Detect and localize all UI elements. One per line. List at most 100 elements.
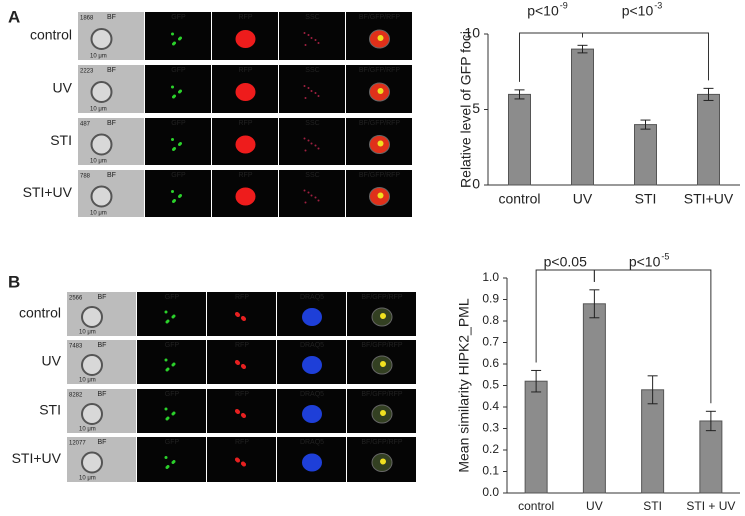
x-tick-label: UV <box>586 499 603 513</box>
scale-label: 10 μm <box>90 159 107 165</box>
ssc-spot <box>307 139 310 142</box>
y-axis-label: Relative level of GFP foci <box>458 31 474 188</box>
cell-outline <box>81 354 103 376</box>
green-spot <box>172 362 176 366</box>
scale-label: 10 μm <box>90 211 107 217</box>
image-cell <box>279 12 345 60</box>
merge-spot <box>380 313 386 319</box>
row-label: UV <box>42 353 62 369</box>
green-spot <box>166 416 170 420</box>
image-cell <box>279 170 345 217</box>
column-header: RFP <box>239 67 253 74</box>
y-tick-label: 10 <box>464 25 480 41</box>
y-tick-label: 1.0 <box>482 270 499 284</box>
red-spot <box>236 313 240 317</box>
bar <box>699 420 723 494</box>
column-header: SSC <box>305 172 319 179</box>
ssc-spot <box>303 189 306 192</box>
y-tick-label: 0.7 <box>482 335 499 349</box>
x-tick-label: STI <box>643 499 662 513</box>
row-label: STI+UV <box>23 184 73 200</box>
red-spot <box>242 365 246 369</box>
column-header: RFP <box>235 439 249 446</box>
column-header: DRAQ5 <box>300 391 324 398</box>
column-header: DRAQ5 <box>300 439 324 446</box>
scale-label: 10 μm <box>79 330 96 336</box>
x-tick-label: STI+UV <box>684 191 734 207</box>
cell-outline <box>90 185 113 208</box>
blue-nucleus <box>302 453 322 472</box>
ssc-spot <box>307 87 310 89</box>
merge-spot <box>377 35 384 41</box>
column-header: GFP <box>165 342 180 349</box>
image-cell <box>279 65 345 113</box>
column-header: BF <box>98 391 107 398</box>
ssc-spot <box>310 90 313 92</box>
bar <box>582 303 606 494</box>
cell-outline <box>81 403 103 425</box>
cell-count: 7483 <box>69 344 83 350</box>
column-header: SSC <box>305 120 319 127</box>
bar <box>634 124 657 186</box>
column-header: RFP <box>239 172 253 179</box>
y-axis-label: Mean similarity HIPK2_PML <box>456 298 472 472</box>
column-header: DRAQ5 <box>300 294 324 301</box>
ssc-spot <box>304 44 307 46</box>
column-header: RFP <box>235 342 249 349</box>
column-header: BF/GFP/RFP <box>361 294 403 301</box>
ssc-spot <box>307 191 310 194</box>
green-spot <box>172 314 176 318</box>
green-spot <box>166 367 170 371</box>
merge-spot <box>377 88 384 94</box>
column-header: BF <box>107 120 116 127</box>
ssc-spot <box>317 42 320 44</box>
green-spot <box>171 190 174 193</box>
ssc-spot <box>307 34 310 36</box>
y-tick-label: 5 <box>472 100 480 116</box>
annotation-exponent: -3 <box>654 0 662 10</box>
column-header: DRAQ5 <box>300 342 324 349</box>
green-spot <box>179 194 182 197</box>
column-header: GFP <box>171 14 186 21</box>
image-cell <box>145 170 211 217</box>
green-spot <box>164 407 168 411</box>
image-cell <box>279 118 345 165</box>
merge-spot <box>380 410 386 416</box>
column-header: BF/GFP/RFP <box>359 14 401 21</box>
ssc-spot <box>317 199 320 202</box>
column-header: GFP <box>165 294 180 301</box>
green-spot <box>164 358 168 362</box>
bar <box>697 93 720 186</box>
ssc-spot <box>304 149 307 152</box>
cell-count: 487 <box>80 122 91 128</box>
image-cell <box>145 65 211 113</box>
red-nucleus <box>235 83 256 101</box>
ssc-spot <box>314 196 317 199</box>
ssc-spot <box>314 92 317 94</box>
column-header: BF/GFP/RFP <box>359 120 401 127</box>
green-spot <box>173 41 176 45</box>
panel-label: A <box>8 7 20 26</box>
green-spot <box>173 199 176 202</box>
ssc-spot <box>304 201 307 204</box>
column-header: BF/GFP/RFP <box>361 342 403 349</box>
image-cell <box>145 118 211 165</box>
column-header: BF <box>98 342 107 349</box>
blue-nucleus <box>302 356 322 374</box>
scale-label: 10 μm <box>90 54 107 60</box>
red-spot <box>236 410 240 414</box>
red-nucleus <box>235 30 256 48</box>
annotation: p<0.05 <box>544 254 587 270</box>
column-header: SSC <box>305 67 319 74</box>
column-header: BF/GFP/RFP <box>359 172 401 179</box>
y-tick-label: 0.4 <box>482 399 499 413</box>
annotation: p<10 <box>622 3 654 19</box>
red-nucleus <box>235 187 256 206</box>
column-header: GFP <box>171 67 186 74</box>
scale-label: 10 μm <box>79 427 96 433</box>
cell-count: 788 <box>80 174 91 180</box>
blue-nucleus <box>302 405 322 423</box>
bar <box>524 380 548 494</box>
y-tick-label: 0.6 <box>482 356 499 370</box>
